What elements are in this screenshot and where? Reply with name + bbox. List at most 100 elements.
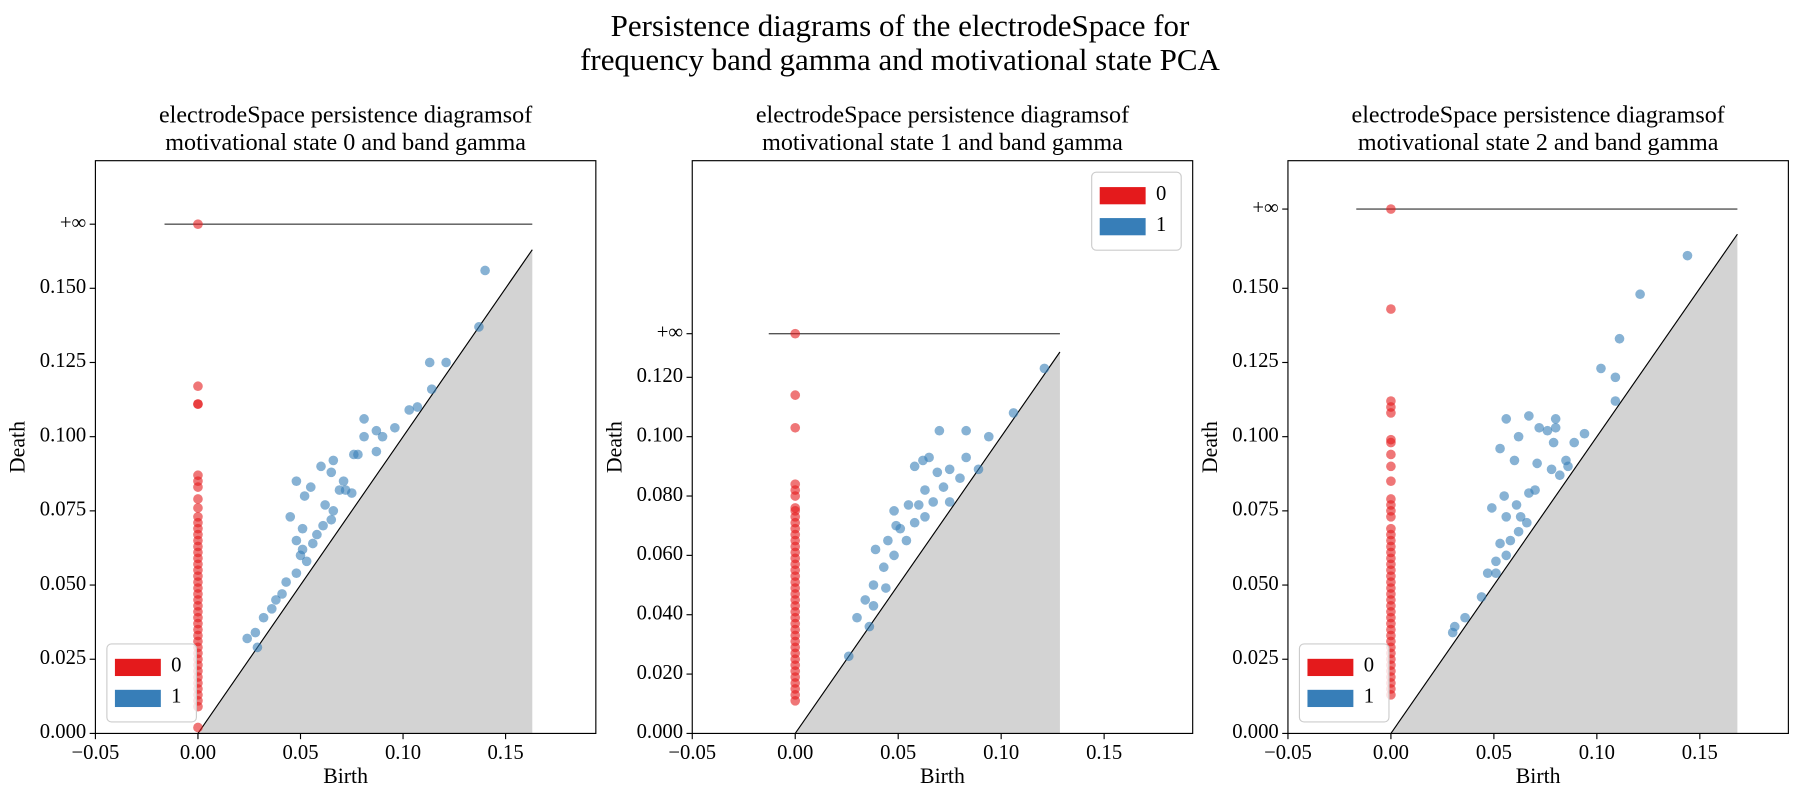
point: [868, 580, 879, 590]
point: [1550, 422, 1561, 433]
point: [328, 506, 339, 516]
legend-swatch: [1307, 689, 1354, 708]
legend-box: [1091, 171, 1182, 251]
point: [1487, 503, 1497, 513]
point: [277, 589, 287, 599]
point: [889, 550, 899, 561]
point: [870, 544, 881, 555]
point: [913, 500, 924, 510]
point: [843, 651, 854, 662]
point: [1386, 204, 1396, 214]
figure-title: frequency band gamma and motivational st…: [580, 42, 1220, 77]
point: [346, 488, 357, 498]
point: [1491, 556, 1501, 567]
point: [883, 535, 893, 546]
axes-frame: [691, 160, 1194, 735]
x-tick-label: 0.15: [1086, 742, 1122, 764]
point: [1482, 568, 1493, 579]
point: [266, 603, 277, 614]
diagonal: [1390, 233, 1738, 734]
point: [193, 503, 203, 513]
point: [281, 577, 291, 587]
x-tick-label: 0.00: [777, 742, 813, 764]
point: [312, 529, 322, 540]
point: [474, 322, 484, 332]
point: [1548, 437, 1559, 448]
point: [961, 452, 971, 463]
x-tick-label: 0.05: [880, 742, 916, 764]
legend-box: [106, 643, 197, 723]
point: [1501, 511, 1512, 522]
point: [928, 497, 939, 507]
point: [359, 431, 369, 442]
point: [1542, 425, 1553, 436]
y-axis-label: Death: [602, 421, 626, 473]
legend-box: [1298, 643, 1390, 723]
y-tick-label: 0.050: [1232, 573, 1278, 595]
x-tick-label: 0.05: [1476, 742, 1512, 764]
point: [1008, 408, 1019, 418]
point: [1386, 304, 1396, 314]
point: [909, 461, 920, 472]
point: [920, 511, 930, 522]
point: [291, 568, 302, 579]
axes-frame: [94, 160, 597, 735]
point: [938, 482, 949, 492]
point: [790, 328, 801, 339]
y-tick-label: 0.100: [1232, 424, 1278, 446]
point: [878, 562, 889, 573]
point: [424, 357, 435, 368]
x-axis-label: Birth: [1516, 764, 1561, 788]
axes-title: electrodeSpace persistence diagramsof: [159, 103, 533, 129]
y-tick-label: 0.075: [40, 499, 86, 521]
y-tick-label: 0.150: [1232, 276, 1278, 298]
point: [920, 485, 930, 495]
point: [1386, 461, 1396, 472]
x-tick-label: −0.05: [1264, 742, 1312, 764]
x-tick-label: 0.10: [385, 742, 421, 764]
point: [1554, 470, 1565, 481]
y-tick-label: 0.100: [637, 424, 683, 446]
point: [193, 381, 203, 392]
point: [1386, 476, 1396, 487]
point: [371, 446, 382, 457]
point: [924, 452, 934, 463]
point: [1386, 449, 1396, 460]
point: [973, 464, 984, 475]
point: [441, 357, 451, 368]
point: [1499, 491, 1510, 501]
axes-title: motivational state 0 and band gamma: [165, 130, 526, 156]
x-tick-label: 0.15: [488, 742, 524, 764]
point: [1386, 408, 1396, 418]
point: [326, 514, 337, 525]
point: [480, 265, 490, 276]
point: [305, 482, 316, 492]
point: [316, 461, 326, 472]
point: [944, 497, 955, 507]
x-tick-label: 0.00: [180, 742, 216, 764]
point: [1511, 500, 1522, 510]
point: [944, 464, 955, 475]
point: [1476, 592, 1487, 602]
point: [295, 550, 306, 561]
point: [1491, 568, 1501, 579]
y-tick-label: 0.125: [40, 350, 86, 372]
x-tick-label: 0.15: [1682, 742, 1718, 764]
x-axis-label: Birth: [323, 764, 368, 788]
point: [1501, 550, 1512, 561]
point: [864, 621, 875, 632]
point: [307, 538, 318, 549]
y-tick-label: +∞: [60, 212, 86, 234]
x-tick-label: −0.05: [72, 742, 120, 764]
point: [1513, 526, 1524, 537]
point: [318, 520, 328, 531]
y-tick-label: 0.125: [1232, 350, 1278, 372]
axes-title: electrodeSpace persistence diagramsof: [756, 103, 1130, 129]
axes-title: motivational state 2 and band gamma: [1358, 130, 1719, 156]
x-tick-label: 0.05: [282, 742, 318, 764]
y-axis-label: Death: [6, 421, 30, 473]
point: [1501, 414, 1512, 424]
y-axis-label: Death: [1198, 421, 1222, 473]
y-tick-label: 0.075: [1232, 499, 1278, 521]
